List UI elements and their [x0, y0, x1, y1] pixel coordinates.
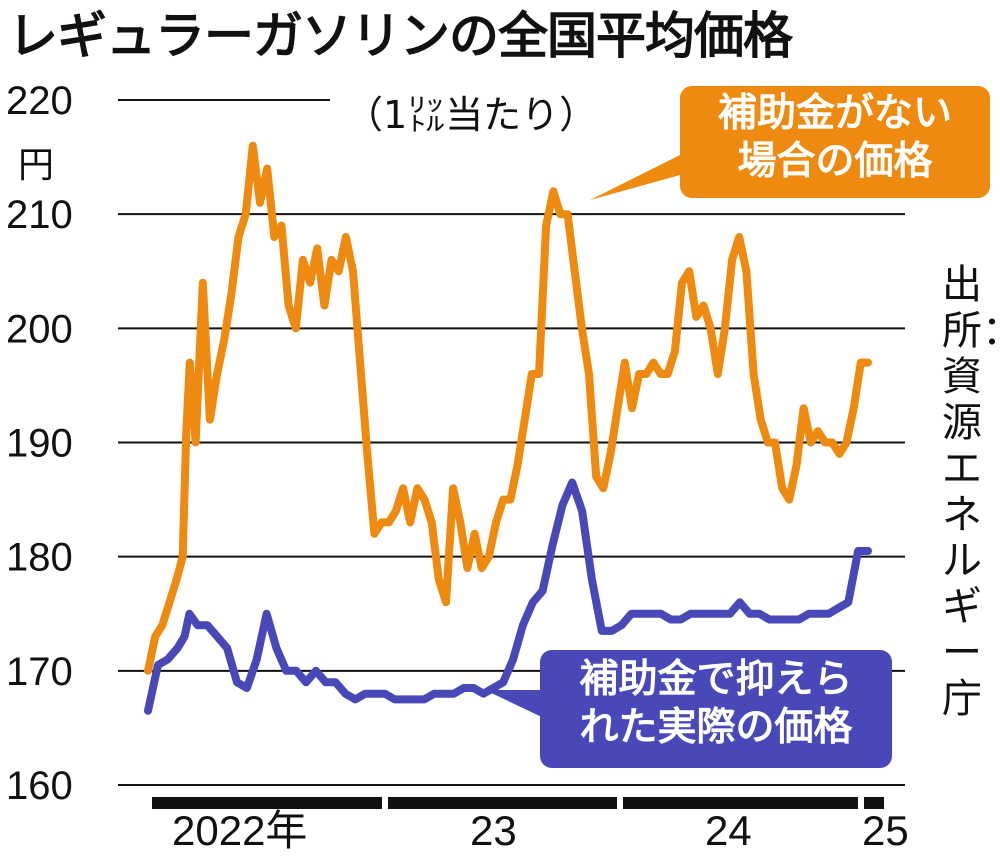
source-note: 出所：資源エネルギー庁	[942, 262, 1000, 722]
series-line-subsidized	[144, 478, 872, 715]
x-year-bar	[864, 797, 884, 809]
y-tick-label: 160	[6, 764, 73, 808]
x-tick-label: 23	[470, 807, 517, 854]
y-tick-label: 180	[6, 536, 73, 580]
x-axis: 2022年 23 24 25	[152, 797, 909, 854]
series-line-unsubsidized	[144, 141, 872, 675]
x-year-bar	[388, 797, 617, 809]
series-label-unsubsidized: 補助金がない 場合の価格	[717, 91, 952, 184]
y-tick-label: 220	[6, 79, 73, 123]
x-tick-label: 25	[862, 807, 909, 854]
legend-callout-subsidized: 補助金で抑えら れた実際の価格	[540, 650, 892, 768]
y-axis-unit: 円	[18, 145, 55, 186]
chart-title: レギュラーガソリンの全国平均価格	[8, 7, 793, 65]
callout-pointer-subsidized	[485, 690, 548, 720]
y-tick-label: 190	[6, 422, 73, 466]
chart-subtitle: （1㍑当たり）	[345, 93, 598, 137]
series-label-subsidized: 補助金で抑えら れた実際の価格	[579, 657, 853, 750]
x-tick-label: 24	[705, 807, 752, 854]
legend-callout-unsubsidized: 補助金がない 場合の価格	[680, 86, 990, 198]
y-tick-labels: 160 170 180 190 200 210 220	[6, 79, 73, 808]
series-lines	[144, 141, 872, 720]
y-tick-label: 210	[6, 193, 73, 237]
x-year-bar	[152, 797, 382, 809]
y-tick-label: 200	[6, 307, 73, 351]
x-tick-label: 2022年	[172, 807, 307, 854]
callout-pointer-unsubsidized	[590, 150, 690, 200]
y-tick-label: 170	[6, 650, 73, 694]
x-year-bar	[623, 797, 858, 809]
